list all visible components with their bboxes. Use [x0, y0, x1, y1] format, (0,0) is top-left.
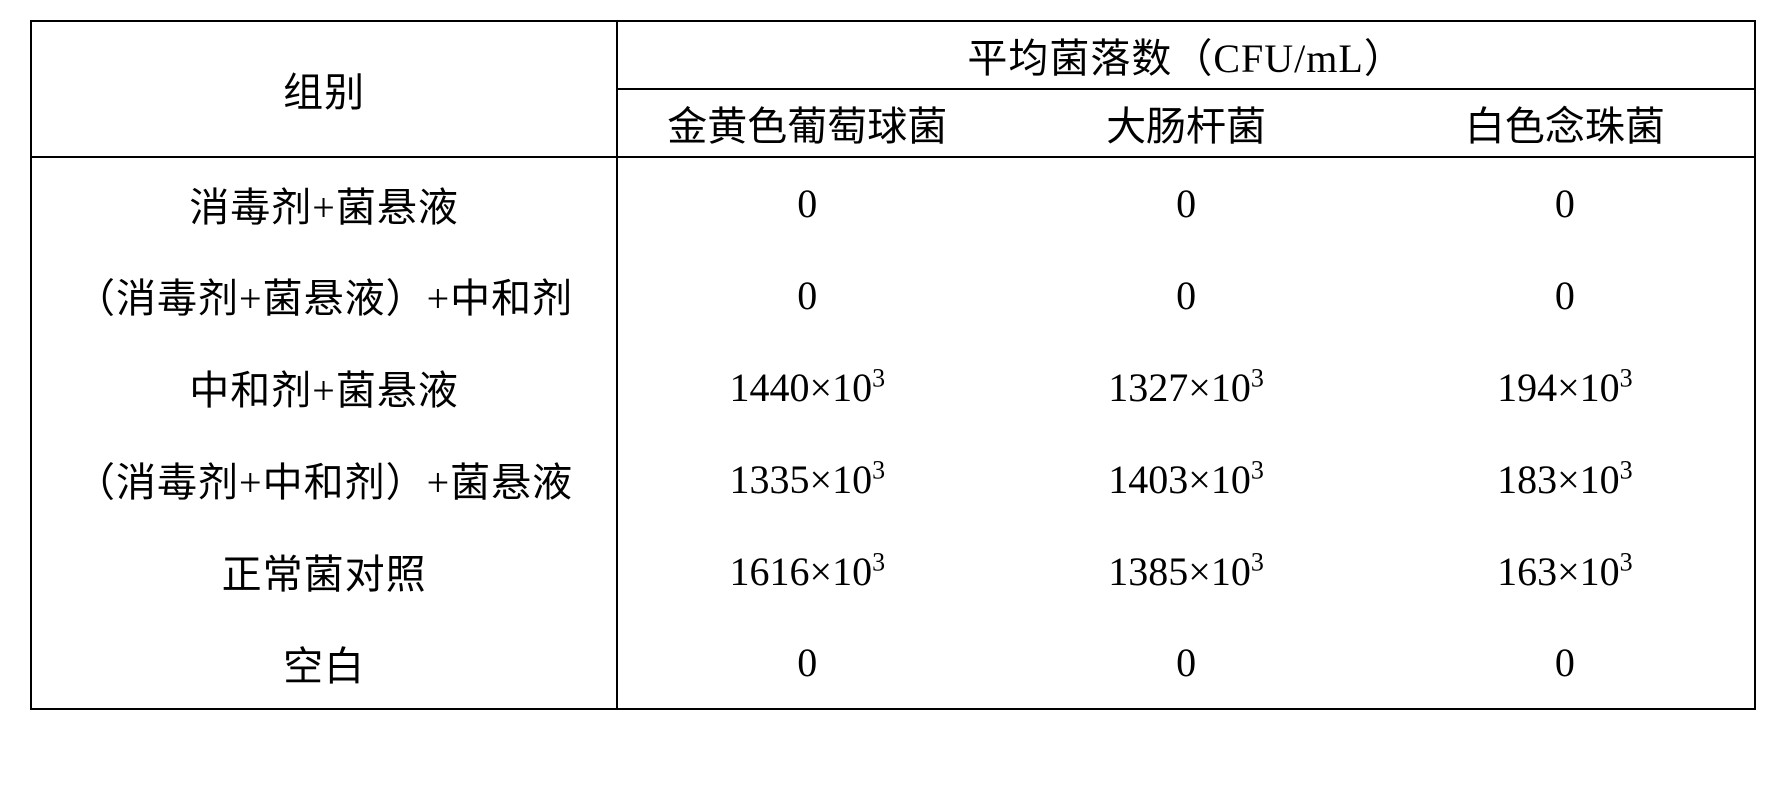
header-metric: 平均菌落数（CFU/mL）: [617, 21, 1755, 89]
row-label: （消毒剂+菌悬液）+中和剂: [31, 249, 617, 341]
col-header-1: 大肠杆菌: [996, 89, 1375, 157]
table-row: 消毒剂+菌悬液 0 0 0: [31, 157, 1755, 249]
header-row-1: 组别 平均菌落数（CFU/mL）: [31, 21, 1755, 89]
cell: 1385×103: [996, 525, 1375, 617]
table-row: 空白 0 0 0: [31, 617, 1755, 709]
cell: 0: [996, 157, 1375, 249]
cell: 0: [617, 157, 996, 249]
cell: 163×103: [1376, 525, 1755, 617]
table-row: 正常菌对照 1616×103 1385×103 163×103: [31, 525, 1755, 617]
header-group: 组别: [31, 21, 617, 157]
row-label: 空白: [31, 617, 617, 709]
cfu-table: 组别 平均菌落数（CFU/mL） 金黄色葡萄球菌 大肠杆菌 白色念珠菌 消毒剂+…: [30, 20, 1756, 710]
table-row: （消毒剂+菌悬液）+中和剂 0 0 0: [31, 249, 1755, 341]
cell: 1403×103: [996, 433, 1375, 525]
row-label: 正常菌对照: [31, 525, 617, 617]
cell: 1440×103: [617, 341, 996, 433]
table-row: 中和剂+菌悬液 1440×103 1327×103 194×103: [31, 341, 1755, 433]
cell: 1616×103: [617, 525, 996, 617]
col-header-2: 白色念珠菌: [1376, 89, 1755, 157]
table-row: （消毒剂+中和剂）+菌悬液 1335×103 1403×103 183×103: [31, 433, 1755, 525]
row-label: 消毒剂+菌悬液: [31, 157, 617, 249]
cell: 0: [1376, 617, 1755, 709]
cell: 183×103: [1376, 433, 1755, 525]
row-label: （消毒剂+中和剂）+菌悬液: [31, 433, 617, 525]
cell: 1327×103: [996, 341, 1375, 433]
cell: 0: [996, 249, 1375, 341]
cell: 1335×103: [617, 433, 996, 525]
cell: 0: [617, 617, 996, 709]
row-label: 中和剂+菌悬液: [31, 341, 617, 433]
cell: 0: [617, 249, 996, 341]
col-header-0: 金黄色葡萄球菌: [617, 89, 996, 157]
cell: 194×103: [1376, 341, 1755, 433]
cell: 0: [1376, 249, 1755, 341]
cell: 0: [1376, 157, 1755, 249]
cell: 0: [996, 617, 1375, 709]
